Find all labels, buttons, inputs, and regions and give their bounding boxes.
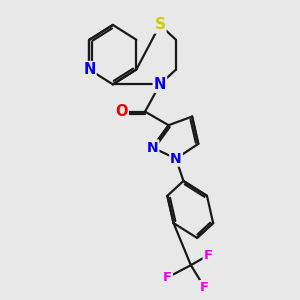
Text: N: N — [154, 77, 166, 92]
Text: S: S — [154, 17, 165, 32]
Text: N: N — [170, 152, 182, 166]
Text: O: O — [115, 104, 128, 119]
Text: F: F — [200, 281, 209, 294]
Text: F: F — [163, 271, 172, 284]
Text: F: F — [204, 249, 213, 262]
Text: N: N — [147, 140, 158, 154]
Text: N: N — [83, 62, 95, 77]
